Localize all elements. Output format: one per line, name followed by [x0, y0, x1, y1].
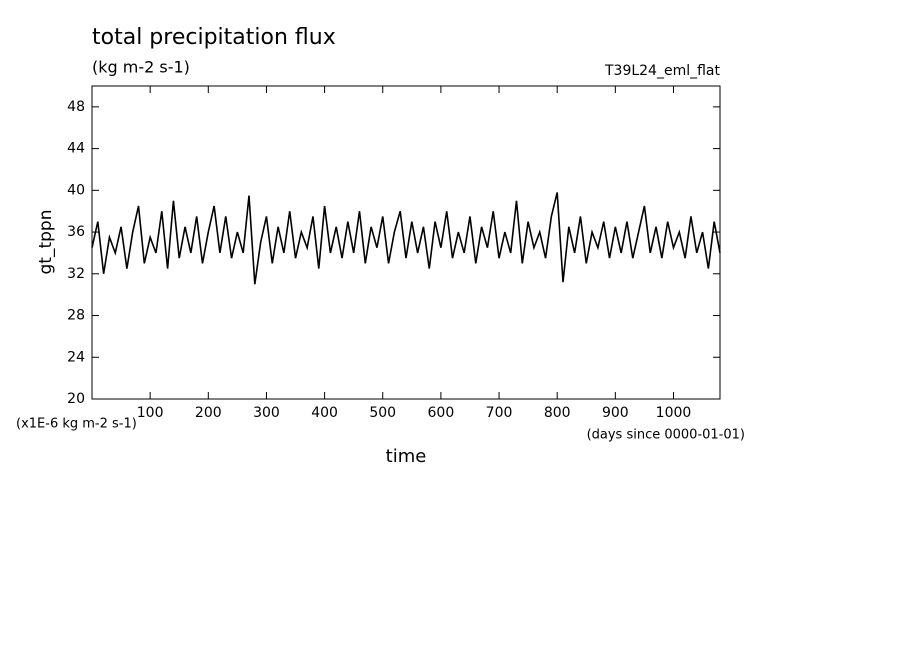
x-tick-label: 100: [137, 405, 164, 421]
y-tick-label: 40: [67, 182, 85, 198]
y-tick-label: 28: [67, 308, 85, 324]
y-tick-label: 48: [67, 99, 85, 115]
x-tick-label: 800: [544, 405, 571, 421]
x-tick-label: 900: [602, 405, 629, 421]
x-tick-label: 500: [369, 405, 396, 421]
y-tick-label: 32: [67, 266, 85, 282]
chart-title: total precipitation flux: [92, 25, 336, 50]
annotation: T39L24_eml_flat: [604, 63, 721, 79]
x-tick-label: 200: [195, 405, 222, 421]
data-line: [91, 192, 721, 285]
y-unit: (x1E-6 kg m-2 s-1): [16, 417, 137, 432]
x-axis-label: time: [386, 446, 427, 467]
x-tick-label: 300: [253, 405, 280, 421]
x-tick-label: 400: [311, 405, 338, 421]
y-axis-label: gt_tppn: [36, 210, 56, 275]
plot-frame: [91, 85, 721, 400]
x-tick-label: 700: [486, 405, 513, 421]
y-tick-label: 24: [67, 349, 85, 365]
chart-subtitle: (kg m-2 s-1): [92, 58, 190, 77]
x-unit: (days since 0000-01-01): [587, 428, 745, 443]
y-tick-label: 20: [67, 391, 85, 407]
x-tick-label: 1000: [656, 405, 692, 421]
y-tick-label: 44: [67, 141, 85, 157]
x-tick-label: 600: [428, 405, 455, 421]
y-tick-label: 36: [67, 224, 85, 240]
